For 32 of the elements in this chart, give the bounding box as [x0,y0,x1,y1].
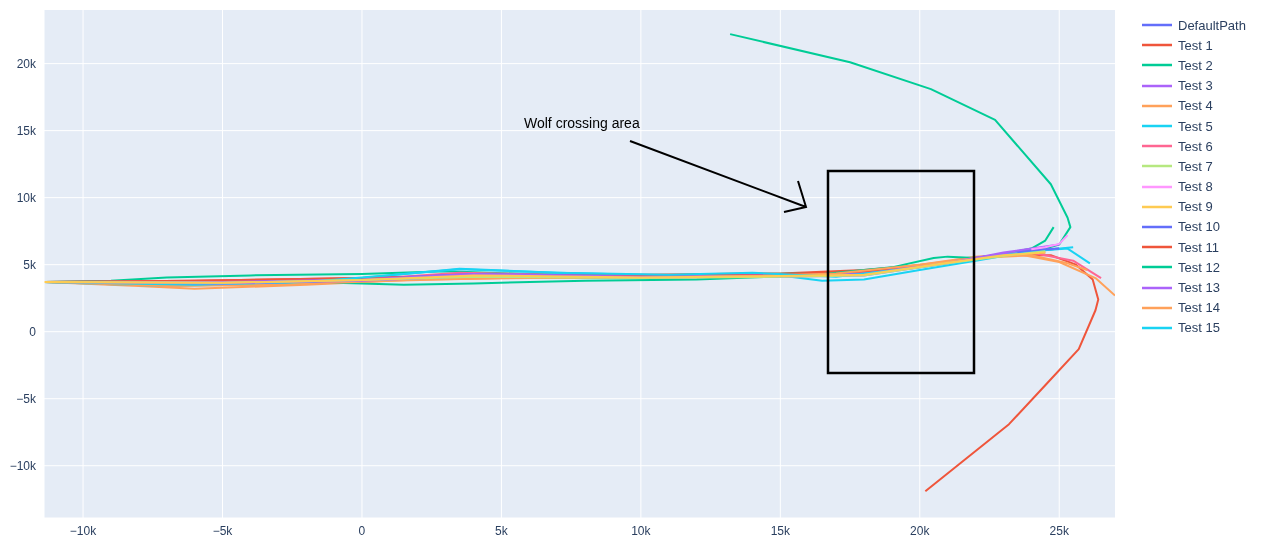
legend-label: Test 11 [1178,239,1219,255]
x-tick-label: 0 [358,523,366,538]
y-tick-label: 5k [23,257,37,272]
x-tick-label: 5k [495,523,509,538]
legend-label: Test 9 [1178,199,1213,215]
legend-label: Test 10 [1178,219,1220,235]
legend-label: Test 13 [1178,280,1220,296]
legend-label: Test 3 [1178,78,1213,94]
y-tick-label: 20k [16,56,37,71]
legend-label: Test 4 [1178,98,1213,114]
y-tick-label: 15k [16,123,37,138]
x-tick-label: 20k [910,523,931,538]
legend-label: Test 12 [1178,259,1220,275]
x-tick-label: −10k [69,523,98,538]
y-tick-label: 0 [29,324,37,339]
annotation: Wolf crossing area [524,115,640,131]
legend-label: Test 6 [1178,138,1213,154]
legend-label: DefaultPath [1178,17,1246,33]
x-tick-label: 10k [631,523,652,538]
y-tick-label: 10k [16,190,37,205]
legend-label: Test 8 [1178,179,1213,195]
legend-label: Test 7 [1178,158,1213,174]
x-tick-label: −5k [212,523,234,538]
legend-label: Test 1 [1178,37,1213,53]
legend-label: Test 15 [1178,320,1220,336]
legend-label: Test 2 [1178,57,1213,73]
y-tick-label: −10k [9,458,37,473]
x-tick-label: 25k [1049,523,1070,538]
legend-label: Test 5 [1178,118,1213,134]
x-tick-label: 15k [770,523,791,538]
y-tick-label: −5k [16,391,37,406]
legend-label: Test 14 [1178,300,1220,316]
